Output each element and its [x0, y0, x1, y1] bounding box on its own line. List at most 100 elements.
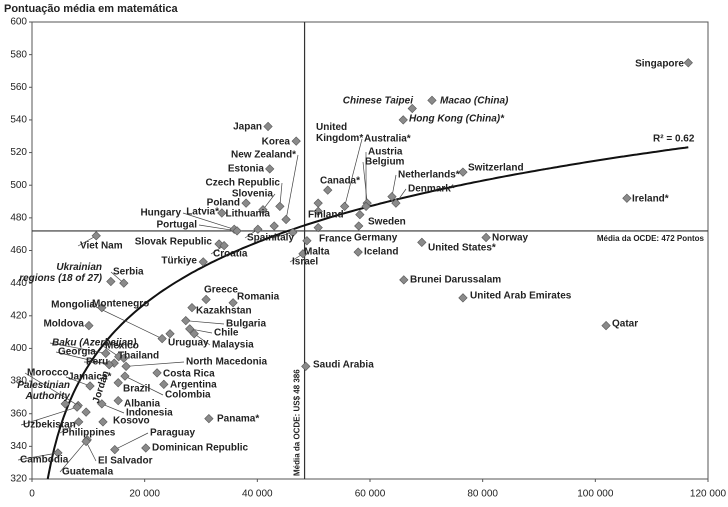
point-label: Philippines [62, 428, 116, 439]
point [157, 334, 167, 344]
point-label: New Zealand* [231, 150, 296, 161]
point [152, 368, 162, 378]
point-label: Albania [124, 399, 161, 410]
leader-line [17, 452, 58, 461]
point-label: Jamaica* [68, 372, 111, 383]
point-label: Chinese Taipei [343, 96, 413, 107]
point-label: Morocco [27, 368, 69, 379]
y-tick-label: 540 [10, 115, 27, 126]
point-label: Hungary [140, 208, 181, 219]
point-label: Georgia [58, 347, 96, 358]
y-tick-label: 320 [10, 474, 27, 485]
point [98, 417, 108, 427]
point-label: Germany [354, 233, 398, 244]
point [141, 443, 151, 453]
point-label: Greece [204, 285, 238, 296]
point-label: Montenegro [92, 299, 149, 310]
point [601, 320, 611, 331]
point-label: Qatar [612, 319, 638, 330]
point [187, 303, 197, 313]
chart-title: Pontuação média em matemática [4, 3, 179, 15]
point [458, 167, 468, 177]
label-box: Palestinian Authority [17, 380, 70, 402]
point [201, 294, 211, 305]
point-label: Ireland* [632, 194, 669, 205]
x-tick-label: 80 000 [467, 489, 498, 500]
point [265, 164, 275, 174]
point [189, 329, 199, 339]
point [91, 231, 101, 241]
point [85, 381, 95, 391]
point [407, 103, 417, 114]
point [81, 436, 91, 447]
leader-line [65, 376, 91, 387]
reference-label: Média da OCDE: US$ 48 386 [293, 369, 302, 476]
point [97, 399, 107, 409]
point-label: Macao (China) [440, 96, 509, 107]
x-tick-label: 0 [29, 489, 35, 500]
point [622, 193, 632, 203]
point-label: North Macedonia [186, 357, 268, 368]
point [113, 396, 123, 406]
leader-line [101, 403, 125, 414]
point [275, 201, 285, 212]
point-label: Hong Kong (China)* [409, 114, 505, 125]
y-tick-label: 360 [10, 408, 27, 419]
point-label: Palestinian Authority [17, 380, 70, 402]
point-label: Israel [292, 257, 318, 268]
leader-line [114, 432, 149, 450]
point-label: Bulgaria [226, 319, 266, 330]
point-label: Japan [233, 122, 262, 133]
y-tick-label: 460 [10, 245, 27, 256]
point-label: Malta [304, 247, 330, 258]
point-label: Switzerland [468, 163, 524, 174]
point [159, 379, 169, 389]
leader-line [126, 361, 185, 367]
point-label: Indonesia [126, 408, 173, 419]
point-label: United Arab Emirates [470, 291, 572, 302]
point-label: United States* [428, 243, 496, 254]
point-label: Czech Republic [206, 178, 281, 189]
y-tick-label: 500 [10, 180, 27, 191]
point [113, 378, 123, 388]
point [361, 201, 371, 212]
point [72, 402, 82, 412]
point-label: Netherlands* [398, 170, 460, 181]
point-label: Mongolia [51, 300, 95, 311]
y-tick-label: 560 [10, 82, 27, 93]
point [355, 209, 365, 220]
leader-line [20, 406, 78, 426]
point [121, 361, 131, 372]
point [458, 293, 468, 303]
point-label: Serbia [113, 267, 144, 278]
y-tick-label: 400 [10, 343, 27, 354]
point-label: Brazil [123, 384, 150, 395]
leader-line [185, 320, 225, 325]
point-label: Belgium [365, 157, 405, 168]
reference-label: Média da OCDE: 472 Pontos [597, 234, 705, 243]
point [313, 223, 323, 233]
x-tick-label: 60 000 [355, 489, 386, 500]
leader-line [85, 441, 97, 462]
point-label: Croatia [213, 249, 248, 260]
point-label: Mexico [105, 341, 139, 352]
trendline [46, 146, 689, 480]
point-label: Costa Rica [163, 369, 215, 380]
point [74, 417, 84, 427]
point [302, 236, 312, 246]
point-label: Australia* [364, 134, 411, 145]
y-tick-label: 440 [10, 278, 27, 289]
point [53, 448, 63, 458]
leader-line [344, 138, 363, 207]
y-tick-label: 420 [10, 310, 27, 321]
point-label: Brunei Darussalam [410, 275, 501, 286]
point [97, 303, 107, 313]
point [241, 198, 251, 208]
point [219, 240, 229, 251]
point-label: United Kingdom* [316, 122, 364, 144]
point [281, 214, 291, 225]
point [204, 413, 214, 424]
point [228, 298, 238, 308]
point [217, 208, 227, 218]
point-label: Italy [274, 233, 294, 244]
